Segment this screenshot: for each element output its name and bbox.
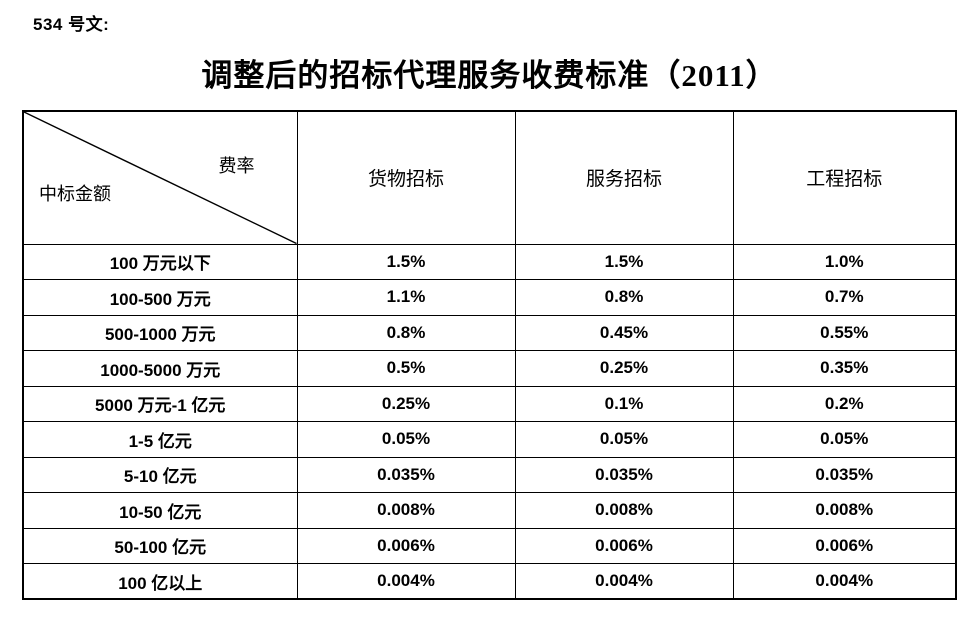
table-row: 1-5 亿元 0.05% 0.05% 0.05% <box>22 421 957 458</box>
fee-value: 0.35% <box>732 350 957 387</box>
fee-value: 1.1% <box>296 279 516 316</box>
fee-value: 0.004% <box>732 563 957 600</box>
row-label: 100-500 万元 <box>22 279 298 316</box>
fee-value: 1.0% <box>732 243 957 280</box>
table-row: 500-1000 万元 0.8% 0.45% 0.55% <box>22 314 957 351</box>
table-row: 10-50 亿元 0.008% 0.008% 0.008% <box>22 492 957 529</box>
fee-value: 1.5% <box>514 243 734 280</box>
fee-value: 0.45% <box>514 314 734 351</box>
table-row: 100 亿以上 0.004% 0.004% 0.004% <box>22 563 957 600</box>
corner-label-rate: 费率 <box>218 156 255 176</box>
row-label: 5-10 亿元 <box>22 456 298 493</box>
fee-value: 0.035% <box>296 456 516 493</box>
corner-label-amount: 中标金额 <box>39 183 111 204</box>
fee-value: 0.25% <box>514 350 734 387</box>
column-header-engineering: 工程招标 <box>732 110 957 245</box>
doc-number-label: 534 号文: <box>33 15 110 34</box>
page-title: 调整后的招标代理服务收费标准（2011） <box>201 58 778 93</box>
fee-value: 0.1% <box>514 385 734 422</box>
fee-value: 0.008% <box>732 492 957 529</box>
row-label: 50-100 亿元 <box>22 527 298 564</box>
column-header-goods: 货物招标 <box>296 110 516 245</box>
table-row: 50-100 亿元 0.006% 0.006% 0.006% <box>22 527 957 564</box>
fee-value: 1.5% <box>296 243 516 280</box>
fee-value: 0.006% <box>514 527 734 564</box>
row-label: 100 万元以下 <box>22 243 298 280</box>
fee-value: 0.8% <box>296 314 516 351</box>
column-header-service: 服务招标 <box>514 110 734 245</box>
fee-value: 0.006% <box>732 527 957 564</box>
row-label: 500-1000 万元 <box>22 314 298 351</box>
fee-value: 0.05% <box>732 421 957 458</box>
diagonal-header-cell: 费率 中标金额 <box>22 110 298 245</box>
table-row: 1000-5000 万元 0.5% 0.25% 0.35% <box>22 350 957 387</box>
fee-value: 0.55% <box>732 314 957 351</box>
row-label: 100 亿以上 <box>22 563 298 600</box>
fee-standard-table: 费率 中标金额 货物招标 服务招标 工程招标 100 万元以下 1.5% 1.5… <box>22 110 957 600</box>
fee-value: 0.2% <box>732 385 957 422</box>
row-label: 1000-5000 万元 <box>22 350 298 387</box>
fee-value: 0.05% <box>514 421 734 458</box>
fee-value: 0.5% <box>296 350 516 387</box>
fee-value: 0.004% <box>514 563 734 600</box>
table-header-row: 费率 中标金额 货物招标 服务招标 工程招标 <box>22 110 957 245</box>
fee-value: 0.05% <box>296 421 516 458</box>
table-row: 100 万元以下 1.5% 1.5% 1.0% <box>22 243 957 280</box>
fee-value: 0.004% <box>296 563 516 600</box>
table-row: 5000 万元-1 亿元 0.25% 0.1% 0.2% <box>22 385 957 422</box>
fee-value: 0.25% <box>296 385 516 422</box>
row-label: 5000 万元-1 亿元 <box>22 385 298 422</box>
fee-value: 0.006% <box>296 527 516 564</box>
diagonal-divider-line <box>24 112 297 244</box>
fee-value: 0.008% <box>514 492 734 529</box>
row-label: 10-50 亿元 <box>22 492 298 529</box>
fee-value: 0.008% <box>296 492 516 529</box>
table-row: 5-10 亿元 0.035% 0.035% 0.035% <box>22 456 957 493</box>
table-row: 100-500 万元 1.1% 0.8% 0.7% <box>22 279 957 316</box>
fee-value: 0.7% <box>732 279 957 316</box>
fee-value: 0.035% <box>514 456 734 493</box>
fee-value: 0.8% <box>514 279 734 316</box>
fee-value: 0.035% <box>732 456 957 493</box>
row-label: 1-5 亿元 <box>22 421 298 458</box>
